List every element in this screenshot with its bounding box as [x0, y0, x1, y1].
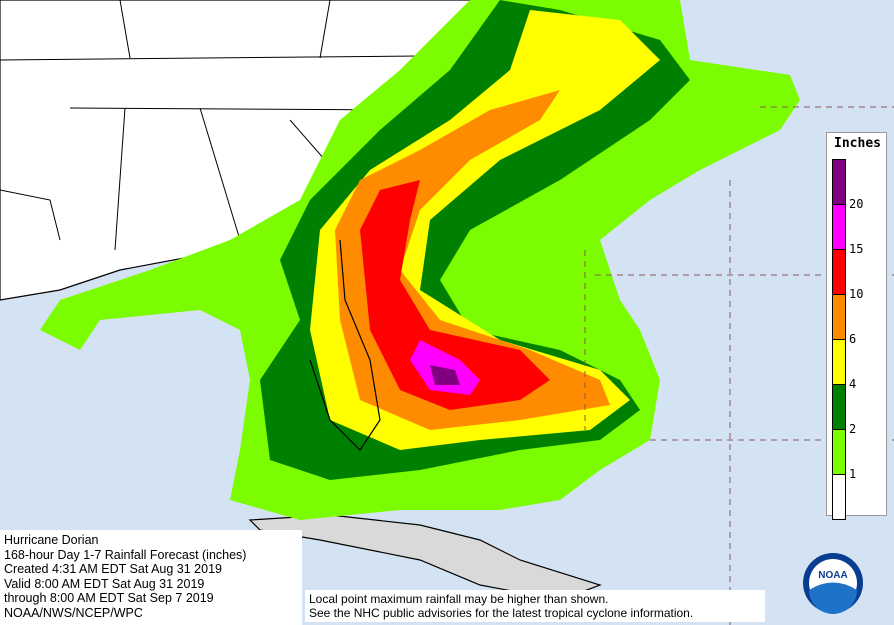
noaa-logo: NOAA: [803, 553, 863, 614]
info-line: NOAA/NWS/NCEP/WPC: [4, 605, 143, 620]
legend-label: 20: [849, 197, 864, 211]
legend-label: 2: [849, 422, 857, 436]
disclaimer: Local point maximum rainfall may be high…: [305, 590, 765, 622]
legend-swatch: [832, 159, 846, 205]
legend-title: Inches: [834, 136, 881, 151]
legend-label: 1: [849, 467, 857, 481]
logo-text: NOAA: [818, 570, 847, 581]
rainfall: [40, 0, 800, 520]
coastline: [309, 239, 381, 451]
legend-swatch: [832, 204, 846, 250]
info-line: through 8:00 AM EDT Sat Sep 7 2019: [4, 591, 214, 606]
legend-swatch: [832, 384, 846, 430]
legend-swatch: [832, 249, 846, 295]
legend: Inches 20 15 10 6 4 2 1: [826, 132, 887, 520]
info-line: Valid 8:00 AM EDT Sat Aug 31 2019: [4, 576, 205, 591]
info-line: Hurricane Dorian: [4, 533, 99, 547]
legend-label: 10: [849, 287, 864, 301]
legend-label: 6: [849, 332, 857, 346]
legend-swatch: [832, 339, 846, 385]
info-line: Created 4:31 AM EDT Sat Aug 31 2019: [4, 562, 222, 577]
legend-label: 15: [849, 242, 864, 256]
info-box: Hurricane Dorian 168-hour Day 1-7 Rainfal…: [0, 530, 302, 625]
disclaimer-line: Local point maximum rainfall may be high…: [309, 592, 609, 606]
legend-swatch: [832, 429, 846, 475]
disclaimer-line: See the NHC public advisories for the la…: [309, 606, 694, 620]
legend-label: 4: [849, 377, 857, 391]
legend-swatch: [832, 474, 846, 520]
legend-swatch: [832, 294, 846, 340]
info-line: 168-hour Day 1-7 Rainfall Forecast (inch…: [4, 547, 247, 562]
